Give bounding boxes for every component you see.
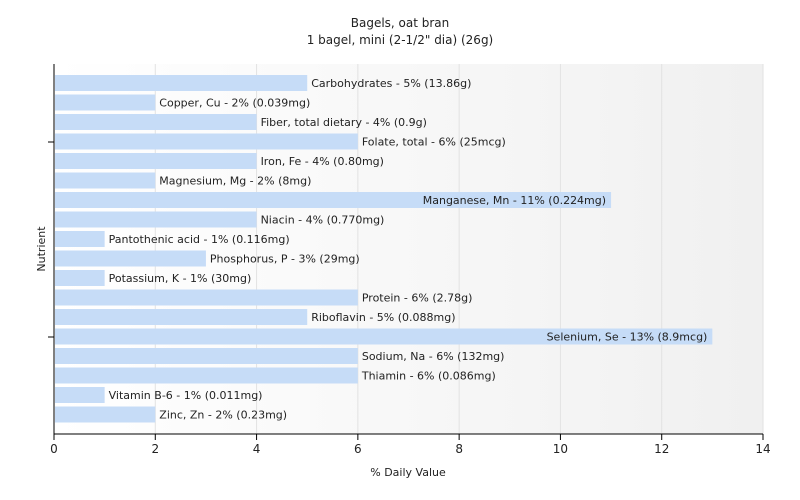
chart-title: Bagels, oat bran <box>351 16 450 30</box>
x-tick-label: 0 <box>50 442 58 456</box>
x-tick-label: 2 <box>151 442 159 456</box>
bar-label: Fiber, total dietary - 4% (0.9g) <box>261 116 427 129</box>
y-axis-label: Nutrient <box>35 226 48 272</box>
x-axis-label: % Daily Value <box>370 466 446 479</box>
x-tick-label: 12 <box>654 442 669 456</box>
bar-label: Riboflavin - 5% (0.088mg) <box>311 311 455 324</box>
bar-label: Copper, Cu - 2% (0.039mg) <box>159 97 310 110</box>
bar <box>55 250 206 267</box>
bar-label: Zinc, Zn - 2% (0.23mg) <box>159 409 287 422</box>
x-tick-label: 10 <box>553 442 568 456</box>
bar <box>55 367 358 384</box>
x-axis-ticks: 0 2 4 6 8 10 12 14 <box>50 434 771 456</box>
bar-label: Vitamin B-6 - 1% (0.011mg) <box>109 389 263 402</box>
x-tick-label: 14 <box>755 442 770 456</box>
bar <box>55 348 358 364</box>
bar-label: Potassium, K - 1% (30mg) <box>109 272 252 285</box>
bar <box>55 133 358 150</box>
chart-subtitle: 1 bagel, mini (2-1/2" dia) (26g) <box>307 33 494 47</box>
bar-label: Folate, total - 6% (25mcg) <box>362 136 506 149</box>
bar-label: Niacin - 4% (0.770mg) <box>261 214 385 227</box>
x-tick-label: 4 <box>253 442 261 456</box>
bar <box>55 153 257 169</box>
bar-label: Iron, Fe - 4% (0.80mg) <box>261 155 384 168</box>
bar <box>55 328 713 345</box>
x-tick-label: 6 <box>354 442 362 456</box>
bar <box>55 406 156 423</box>
x-tick-label: 8 <box>455 442 463 456</box>
bar-label: Pantothenic acid - 1% (0.116mg) <box>109 233 290 246</box>
axes <box>48 64 763 435</box>
bars <box>55 75 713 423</box>
bar-labels: Carbohydrates - 5% (13.86g)Copper, Cu - … <box>109 77 708 422</box>
bar <box>55 387 105 403</box>
bar-label: Carbohydrates - 5% (13.86g) <box>311 77 471 90</box>
bar <box>55 114 257 130</box>
bar-label: Protein - 6% (2.78g) <box>362 292 473 305</box>
bar-label: Magnesium, Mg - 2% (8mg) <box>159 175 311 188</box>
bar <box>55 192 612 208</box>
bar <box>55 270 105 286</box>
bar <box>55 75 308 91</box>
bar-label: Sodium, Na - 6% (132mg) <box>362 350 505 363</box>
bar <box>55 231 105 247</box>
bar <box>55 94 156 111</box>
bar <box>55 211 257 228</box>
bar-label: Phosphorus, P - 3% (29mg) <box>210 253 360 266</box>
bar-label: Thiamin - 6% (0.086mg) <box>361 370 496 383</box>
bar <box>55 289 358 306</box>
bar <box>55 309 308 325</box>
bar-label: Selenium, Se - 13% (8.9mcg) <box>547 331 708 344</box>
bar <box>55 172 156 189</box>
bar-label: Manganese, Mn - 11% (0.224mg) <box>423 194 606 207</box>
